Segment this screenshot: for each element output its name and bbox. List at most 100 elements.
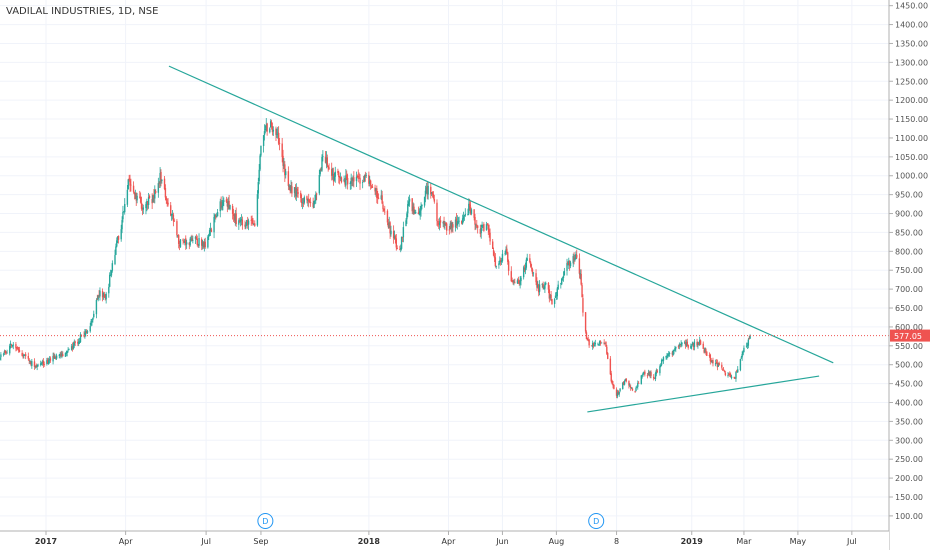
candle-body bbox=[618, 392, 620, 395]
candle-body bbox=[198, 238, 200, 246]
candle-body bbox=[536, 281, 538, 288]
candle-body bbox=[48, 359, 51, 361]
candle-body bbox=[114, 255, 116, 265]
candle-body bbox=[712, 360, 714, 364]
candle-body bbox=[746, 345, 749, 346]
candle-body bbox=[380, 195, 382, 200]
candle-body bbox=[716, 362, 719, 368]
candle-body bbox=[35, 365, 37, 368]
candle-body bbox=[542, 283, 544, 289]
candle-body bbox=[93, 313, 95, 318]
candle-body bbox=[213, 216, 215, 233]
candle-body bbox=[568, 260, 570, 266]
candle-body bbox=[31, 361, 33, 366]
candle-body bbox=[290, 185, 292, 192]
candle-body bbox=[183, 241, 185, 243]
x-tick-label: 8 bbox=[614, 537, 619, 546]
candle-body bbox=[715, 361, 718, 364]
candle-body bbox=[52, 355, 54, 362]
candle-body bbox=[246, 220, 249, 225]
candle-body bbox=[729, 373, 731, 376]
candle-body bbox=[501, 253, 504, 262]
candle-body bbox=[216, 216, 218, 218]
candle-body bbox=[322, 156, 324, 158]
candle-body bbox=[60, 353, 62, 356]
candle-body bbox=[600, 342, 603, 344]
candle-body bbox=[630, 386, 632, 389]
candle-body bbox=[295, 188, 298, 197]
candle-body bbox=[635, 387, 637, 391]
candle-body bbox=[188, 242, 190, 245]
candle-body bbox=[739, 359, 742, 371]
candle-body bbox=[55, 355, 58, 359]
y-tick-label: 800.00 bbox=[895, 247, 923, 256]
candle-body bbox=[476, 225, 479, 228]
candle-body bbox=[4, 350, 7, 353]
candle-body bbox=[514, 282, 516, 284]
candle-body bbox=[235, 213, 237, 225]
candle-body bbox=[468, 203, 470, 214]
candle-body bbox=[315, 193, 318, 195]
candle-body bbox=[86, 331, 89, 333]
candle-body bbox=[736, 370, 738, 373]
candle-body bbox=[338, 172, 340, 178]
candle-body bbox=[458, 220, 460, 222]
candle-body bbox=[291, 186, 293, 194]
candle-body bbox=[368, 174, 370, 184]
candle-body bbox=[470, 209, 473, 214]
candle-body bbox=[456, 221, 459, 226]
candle-body bbox=[65, 352, 68, 354]
candle-body bbox=[148, 195, 151, 198]
candle-body bbox=[449, 223, 451, 230]
candle-body bbox=[324, 156, 327, 163]
candle-body bbox=[178, 244, 181, 247]
candle-body bbox=[665, 356, 667, 358]
candle-body bbox=[525, 259, 528, 268]
y-tick-label: 500.00 bbox=[895, 361, 923, 370]
candle-body bbox=[42, 360, 45, 365]
candle-body bbox=[612, 383, 614, 386]
last-price-label: 577.05 bbox=[894, 332, 922, 341]
candle-body bbox=[740, 357, 742, 359]
candle-body bbox=[5, 351, 7, 353]
candle-body bbox=[374, 187, 376, 192]
candle-body bbox=[10, 344, 13, 346]
candle-body bbox=[673, 350, 675, 352]
candle-body bbox=[294, 186, 297, 196]
candle-body bbox=[325, 157, 328, 164]
candle-body bbox=[407, 201, 410, 205]
candle-body bbox=[505, 249, 507, 253]
candle-body bbox=[377, 197, 380, 199]
y-tick-label: 1250.00 bbox=[895, 77, 928, 86]
candle-body bbox=[611, 380, 613, 384]
candle-body bbox=[265, 124, 267, 129]
candle-body bbox=[266, 123, 268, 132]
candle-body bbox=[599, 341, 602, 344]
candle-body bbox=[117, 235, 120, 240]
candle-body bbox=[11, 345, 14, 347]
candle-body bbox=[163, 178, 166, 190]
candle-body bbox=[345, 175, 347, 186]
candle-body bbox=[194, 236, 197, 239]
candle-body bbox=[262, 135, 265, 147]
candle-body bbox=[535, 273, 537, 283]
candle-body bbox=[40, 363, 43, 365]
candle-body bbox=[511, 280, 513, 282]
candle-body bbox=[432, 194, 435, 199]
candle-body bbox=[66, 351, 68, 354]
candle-body bbox=[709, 354, 712, 362]
candle-body bbox=[737, 369, 739, 373]
candle-body bbox=[548, 289, 551, 299]
candle-body bbox=[681, 343, 683, 345]
candle-body bbox=[253, 224, 255, 226]
candle-body bbox=[407, 204, 409, 214]
candle-body bbox=[624, 379, 627, 381]
candle-body bbox=[170, 205, 172, 216]
candle-body bbox=[411, 198, 413, 212]
candle-body bbox=[124, 204, 126, 213]
candle-body bbox=[134, 193, 137, 195]
candle-body bbox=[594, 343, 597, 345]
candle-body bbox=[578, 258, 581, 274]
candle-body bbox=[91, 321, 93, 322]
